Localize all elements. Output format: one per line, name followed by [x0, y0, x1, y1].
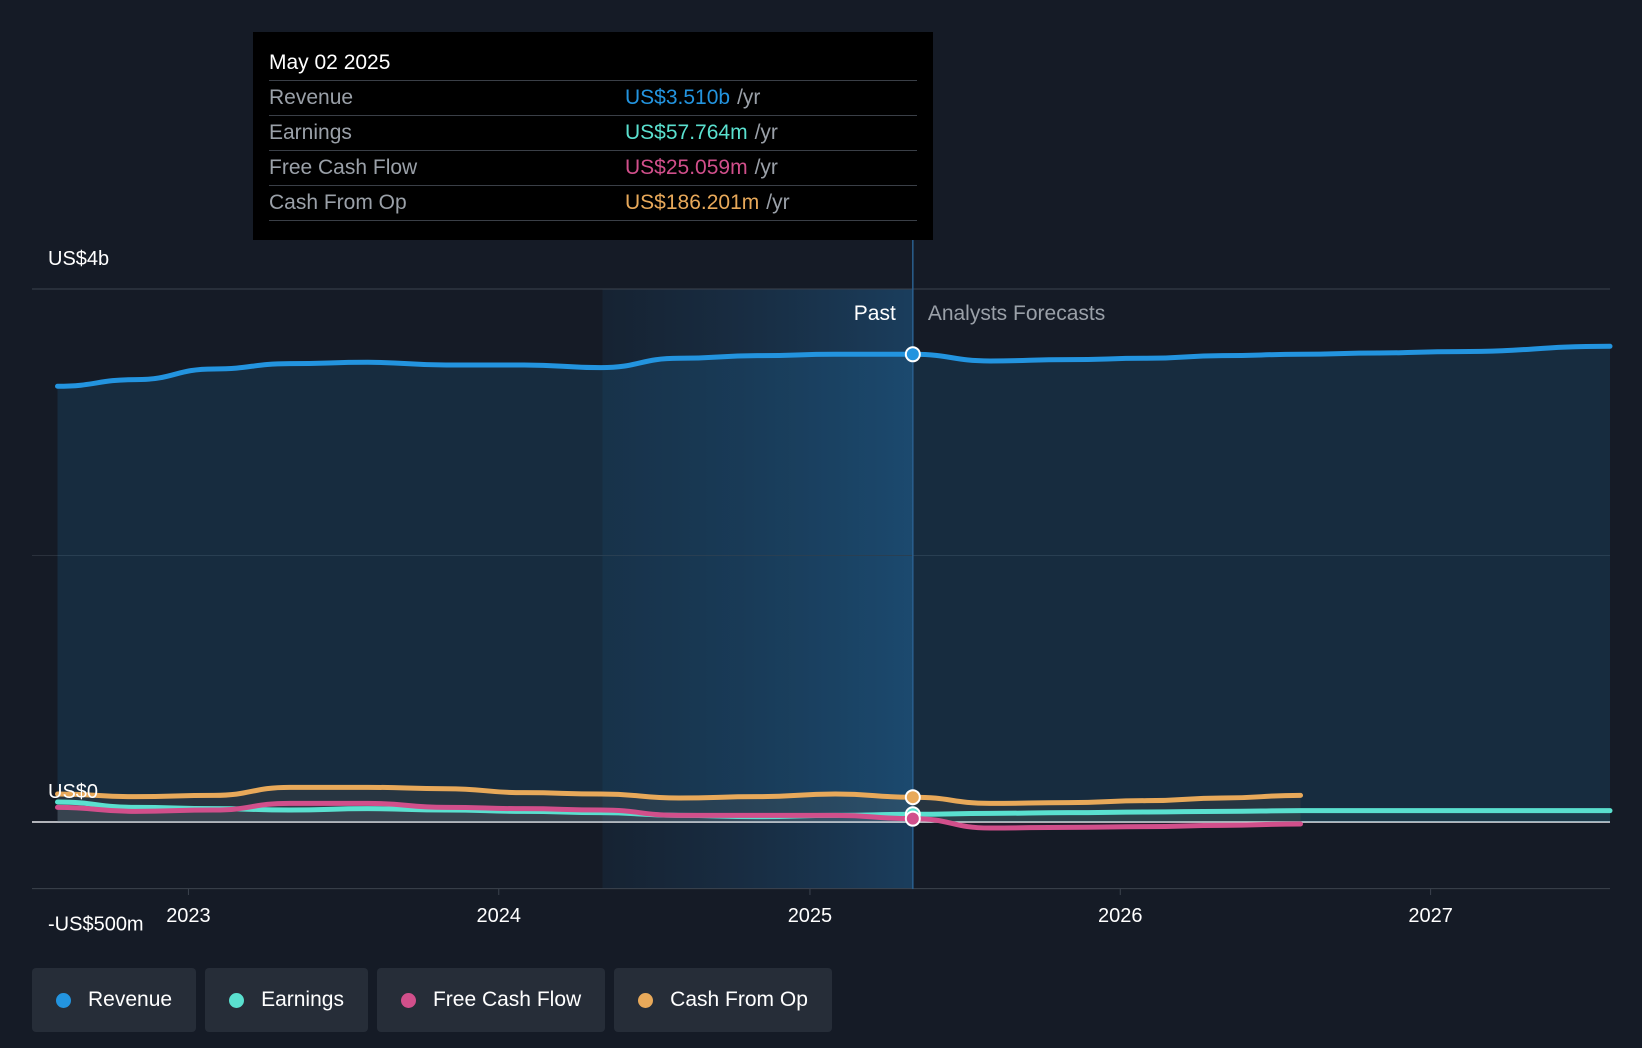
tooltip-label: Revenue — [269, 86, 354, 109]
legend-dot-icon — [56, 992, 71, 1008]
tooltip-value: US$186.201m — [625, 191, 760, 214]
tooltip-value: US$57.764m — [625, 121, 748, 144]
tooltip-unit: /yr — [766, 191, 790, 214]
tooltip-unit: /yr — [754, 156, 778, 179]
grid-lines — [32, 288, 1610, 890]
forecast-label: Analysts Forecasts — [928, 302, 1105, 325]
tooltip-markers — [904, 346, 921, 827]
series-area-revenue — [57, 346, 1610, 822]
marker-revenue — [904, 346, 921, 363]
tooltip: May 02 2025 Revenue US$3.510b /yr Earnin… — [253, 32, 933, 240]
x-tick-label: 2023 — [166, 905, 211, 927]
tooltip-row-revenue: Revenue US$3.510b /yr — [269, 81, 917, 116]
legend-label: Free Cash Flow — [432, 988, 582, 1011]
marker-free-cash-flow — [904, 810, 921, 827]
legend-item-cash-from-op[interactable]: Cash From Op — [614, 968, 832, 1032]
legend-dot-icon — [229, 992, 245, 1008]
series-line-revenue — [55, 343, 1613, 389]
legend-dot-icon — [400, 992, 416, 1008]
past-highlight-band — [602, 289, 913, 889]
y-tick-label: US$0 — [48, 781, 98, 803]
tooltip-unit: /yr — [737, 86, 761, 109]
legend-item-free-cash-flow[interactable]: Free Cash Flow — [376, 968, 606, 1032]
legend: Revenue Earnings Free Cash Flow Cash Fro… — [32, 968, 832, 1032]
legend-item-revenue[interactable]: Revenue — [32, 968, 197, 1032]
legend-label: Revenue — [88, 988, 173, 1011]
legend-label: Earnings — [261, 988, 344, 1011]
series-line-cash-from-op — [55, 784, 1304, 806]
x-tick-label: 2026 — [1098, 905, 1143, 927]
y-axis-labels: US$4b US$0 -US$500m — [48, 248, 144, 936]
tooltip-label: Free Cash Flow — [269, 156, 418, 179]
tooltip-row-free-cash-flow: Free Cash Flow US$25.059m /yr — [269, 151, 917, 186]
series-areas — [57, 346, 1610, 828]
legend-label: Cash From Op — [670, 988, 808, 1011]
legend-dot-icon — [638, 992, 654, 1008]
tooltip-value: US$3.510b — [625, 86, 731, 109]
series-line-free-cash-flow — [55, 800, 1304, 831]
x-axis-labels: 2023 2024 2025 2026 2027 — [166, 889, 1453, 927]
series-area-earnings — [57, 802, 1610, 822]
past-label: Past — [854, 302, 896, 325]
tooltip-date: May 02 2025 — [269, 46, 917, 81]
tooltip-label: Earnings — [269, 121, 352, 144]
marker-cash-from-op — [904, 789, 921, 806]
tooltip-label: Cash From Op — [269, 191, 407, 214]
x-tick-label: 2024 — [477, 905, 522, 927]
legend-item-earnings[interactable]: Earnings — [205, 968, 368, 1032]
series-lines — [55, 343, 1613, 831]
y-tick-label: US$4b — [48, 248, 109, 270]
x-tick-label: 2027 — [1408, 905, 1453, 927]
y-tick-label: -US$500m — [48, 914, 144, 936]
x-tick-label: 2025 — [788, 905, 833, 927]
tooltip-unit: /yr — [754, 121, 778, 144]
tooltip-value: US$25.059m — [625, 156, 748, 179]
tooltip-row-cash-from-op: Cash From Op US$186.201m /yr — [269, 186, 917, 221]
tooltip-row-earnings: Earnings US$57.764m /yr — [269, 116, 917, 151]
